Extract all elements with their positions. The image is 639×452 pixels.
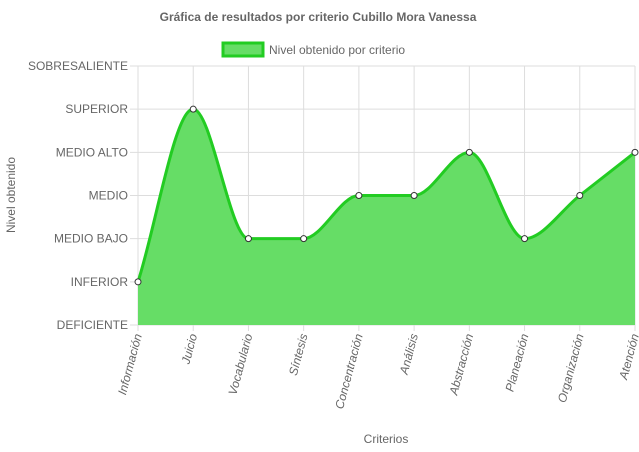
y-tick-medio-bajo: MEDIO BAJO [54,232,128,246]
x-tick-planeacion: Planeación [503,332,532,393]
point-organizacion[interactable] [576,192,584,199]
y-tick-medio-alto: MEDIO ALTO [56,145,128,159]
legend-label: Nivel obtenido por criterio [269,43,405,57]
y-axis-ticks: DEFICIENTE INFERIOR MEDIO BAJO MEDIO MEDIO A… [28,59,128,332]
series-line [136,107,636,283]
point-analisis[interactable] [410,192,418,199]
legend-swatch [221,41,265,58]
y-tick-deficiente: DEFICIENTE [57,318,128,332]
point-juicio[interactable] [189,105,197,113]
point-informacion[interactable] [134,278,142,286]
x-tick-organizacion: Organización [555,332,587,404]
x-tick-sintesis: Síntesis [286,332,311,377]
point-planeacion[interactable] [521,235,529,243]
data-points[interactable] [134,105,639,286]
x-tick-vocabulario: Vocabulario [226,332,256,397]
x-axis-title: Criterios [364,432,409,446]
y-tick-superior: SUPERIOR [65,102,128,116]
y-tick-medio: MEDIO [89,189,128,203]
legend[interactable]: Nivel obtenido por criterio [221,41,405,58]
point-sintesis[interactable] [300,235,308,243]
point-concentracion[interactable] [355,192,363,199]
series-area [136,107,636,326]
point-atencion[interactable] [631,148,639,156]
point-vocabulario[interactable] [244,235,252,243]
series-fill [138,109,635,326]
y-axis-title: Nivel obtenido [4,157,18,233]
y-tick-sobresaliente: SOBRESALIENTE [28,59,128,73]
x-tick-juicio: Juicio [178,332,200,367]
x-tick-analisis: Análisis [397,332,421,377]
x-tick-abstraccion: Abstracción [446,332,476,397]
x-tick-concentracion: Concentración [332,332,366,411]
point-abstraccion[interactable] [465,148,473,156]
x-tick-atencion: Atención [616,332,639,382]
x-tick-informacion: Información [115,332,145,396]
y-tick-inferior: INFERIOR [71,275,129,289]
x-axis-ticks: Información Juicio Vocabulario Síntesis Conc… [115,332,639,411]
chart-title: Gráfica de resultados por criterio Cubil… [160,10,477,24]
